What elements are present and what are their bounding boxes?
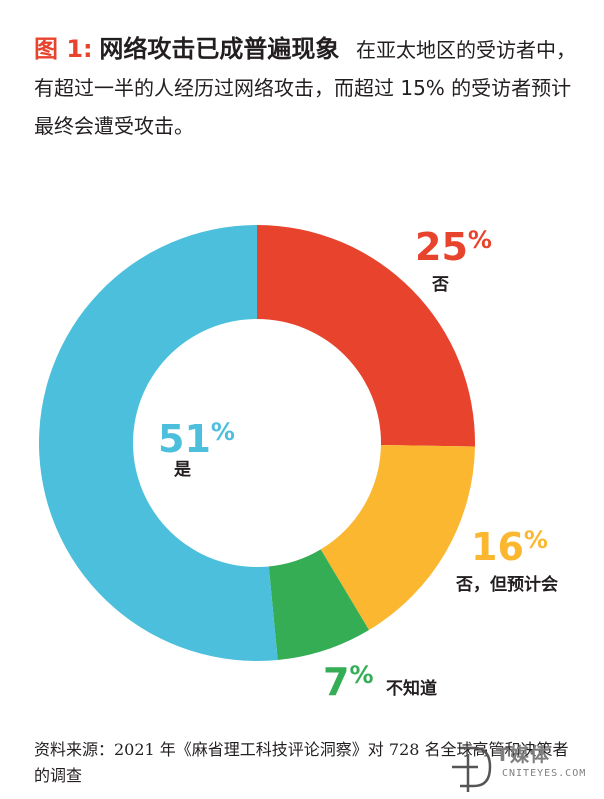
source-note: 资料来源：2021 年《麻省理工科技评论洞察》对 728 名全球高管和决策者的调… [34,740,569,785]
category-label-no-but-expect: 否，但预计会 [455,574,558,595]
logo-text-cn: T媒体 [496,744,550,766]
logo-mark-icon [452,746,492,792]
donut-chart: 25% 否 16% 否，但预计会 7% 不知道 51%是 [38,225,558,704]
category-label-no: 否 [431,275,449,295]
slice-yes [38,225,278,661]
chart-title: 网络攻击已成普遍现象 [99,35,340,63]
chart-heading: 图 1: 网络攻击已成普遍现象 在亚太地区的受访者中，有超过一半的人经历过网络攻… [34,30,582,145]
value-label-no: 25% [415,225,492,269]
value-label-yes: 51% [158,417,235,461]
figure-number: 图 1: [34,35,93,63]
slice-dont-know [268,549,369,661]
category-label-yes: 是 [174,460,191,480]
value-label-dont-know: 7% [323,660,374,704]
value-label-no-but-expect: 16% [471,525,548,569]
watermark-logo: T媒体 CNITEYES.COM [452,740,604,794]
slice-no [257,225,476,447]
category-label-dont-know: 不知道 [386,678,437,699]
slice-no-but-expect [320,444,475,631]
logo-text-en: CNITEYES.COM [502,768,587,779]
chart-description: 在亚太地区的受访者中，有超过一半的人经历过网络攻击，而超过 15% 的受访者预计… [34,38,577,138]
